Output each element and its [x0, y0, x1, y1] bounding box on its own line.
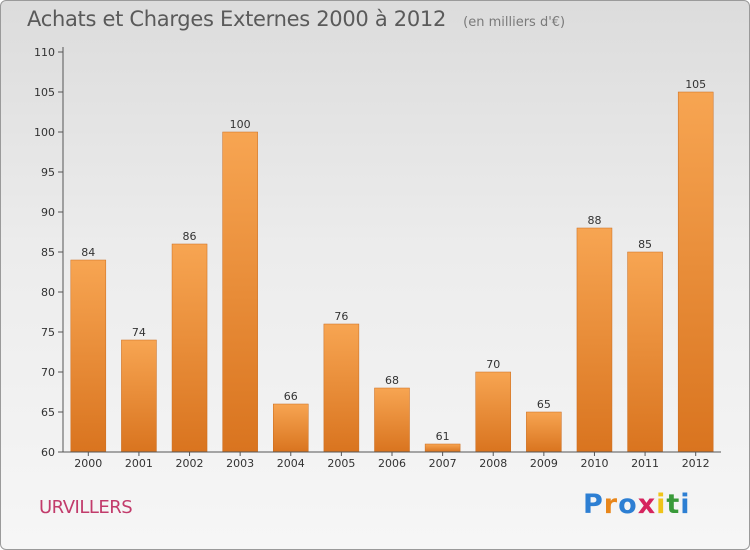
- bar: [222, 131, 258, 453]
- x-tick-label: 2001: [125, 457, 153, 470]
- bar-value-label: 86: [183, 230, 197, 243]
- bar-value-label: 70: [486, 358, 500, 371]
- x-tick-label: 2007: [429, 457, 457, 470]
- bar: [323, 323, 360, 453]
- bar: [576, 227, 613, 453]
- logo-letter: x: [637, 489, 657, 520]
- logo-letter: o: [618, 489, 638, 520]
- bar-value-label: 100: [230, 118, 251, 131]
- bar: [677, 91, 714, 453]
- bar: [424, 443, 461, 453]
- axis-layer: 60 65 70 75 80 85 90 95 100 105 110 2000 2001 2002 200…: [34, 46, 721, 470]
- logo-letter: i: [680, 489, 691, 520]
- x-tick-label: 2011: [631, 457, 659, 470]
- x-tick-label: 2012: [682, 457, 710, 470]
- logo-letter: i: [656, 489, 667, 520]
- place-name: URVILLERS: [39, 497, 133, 518]
- x-tick-label: 2006: [378, 457, 406, 470]
- bar-value-label: 76: [334, 310, 348, 323]
- bar-value-label: 85: [638, 238, 652, 251]
- bar: [627, 251, 663, 453]
- bar-value-label: 68: [385, 374, 399, 387]
- bar-value-label: 74: [132, 326, 146, 339]
- x-tick-label: 2008: [479, 457, 507, 470]
- logo-letter: t: [666, 489, 681, 520]
- chart-unit: (en milliers d'€): [463, 15, 566, 30]
- bar-value-label: 88: [587, 214, 601, 227]
- y-tick-label: 110: [34, 46, 55, 59]
- x-tick-label: 2000: [74, 457, 102, 470]
- bar: [475, 371, 511, 453]
- bar: [121, 339, 157, 453]
- x-tick-label: 2005: [327, 457, 355, 470]
- x-tick-label: 2003: [226, 457, 254, 470]
- chart-title: Achats et Charges Externes 2000 à 2012: [27, 7, 447, 31]
- bar-value-label: 61: [436, 430, 450, 443]
- y-tick-label: 65: [41, 406, 55, 419]
- x-tick-label: 2002: [176, 457, 204, 470]
- y-tick-label: 100: [34, 126, 55, 139]
- bar: [70, 259, 107, 453]
- y-tick-label: 80: [41, 286, 55, 299]
- bar: [171, 243, 208, 453]
- proxiti-logo[interactable]: Proxiti: [583, 489, 691, 520]
- y-tick-label: 105: [34, 86, 55, 99]
- logo-letter: r: [603, 489, 619, 520]
- bar: [526, 411, 562, 453]
- y-tick-label: 75: [41, 326, 55, 339]
- logo-letter: P: [583, 489, 604, 520]
- x-tick-label: 2004: [277, 457, 305, 470]
- y-tick-label: 70: [41, 366, 55, 379]
- y-tick-label: 90: [41, 206, 55, 219]
- bar-value-label: 84: [81, 246, 95, 259]
- bars-layer: 84 74 86 100 66 76 68 61 70 65 88 85 105: [70, 78, 714, 453]
- bar-value-label: 65: [537, 398, 551, 411]
- y-tick-label: 95: [41, 166, 55, 179]
- chart-title-row: Achats et Charges Externes 2000 à 2012 (…: [27, 7, 565, 31]
- bar: [273, 403, 309, 453]
- y-tick-label: 85: [41, 246, 55, 259]
- bar-value-label: 66: [284, 390, 298, 403]
- x-tick-label: 2009: [530, 457, 558, 470]
- x-tick-label: 2010: [580, 457, 608, 470]
- bar: [374, 387, 410, 453]
- bar-value-label: 105: [685, 78, 706, 91]
- y-tick-label: 60: [41, 446, 55, 459]
